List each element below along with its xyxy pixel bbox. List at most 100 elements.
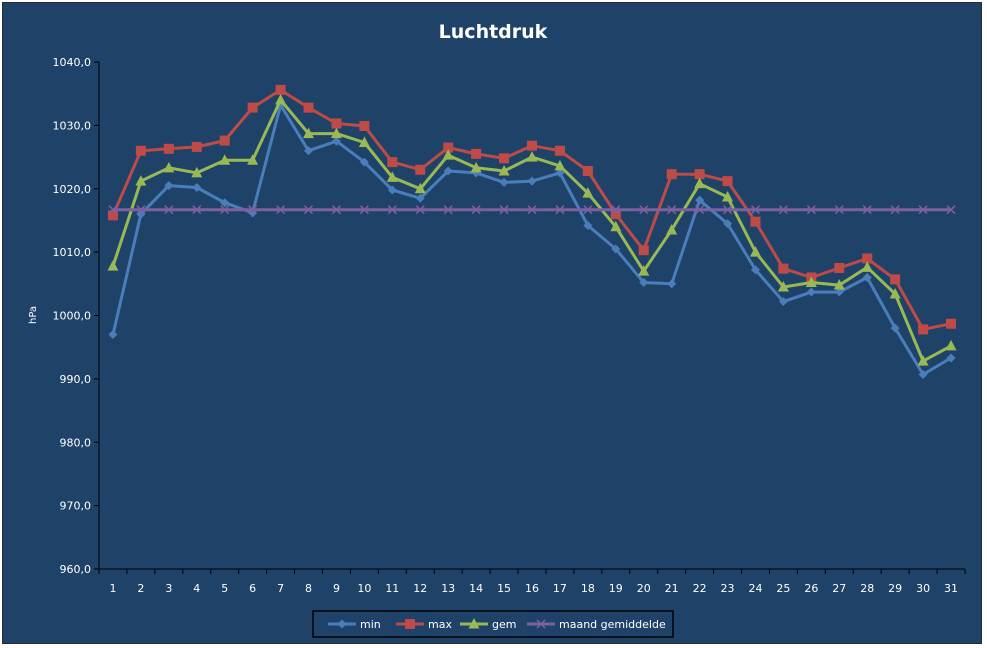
- point-min: [527, 176, 537, 186]
- y-tick-label: 1030,0: [53, 119, 92, 132]
- legend-box: [312, 610, 674, 638]
- point-gem: [358, 136, 370, 147]
- point-min: [611, 244, 621, 254]
- point-max: [778, 263, 789, 274]
- y-tick-label: 1040,0: [53, 56, 92, 69]
- legend-label: maand gemiddelde: [559, 618, 666, 631]
- point-gem: [722, 190, 734, 202]
- point-gem: [917, 355, 929, 366]
- point-max: [331, 118, 342, 129]
- legend-label: gem: [492, 618, 516, 631]
- point-max: [415, 164, 426, 175]
- point-max: [275, 84, 286, 95]
- point-maand-gemiddelde: [639, 205, 649, 215]
- legend-item-gem: gem: [460, 618, 516, 631]
- point-gem: [442, 149, 454, 160]
- point-maand-gemiddelde: [276, 205, 286, 215]
- x-tick-label: 1: [109, 582, 116, 595]
- x-tick-label: 25: [776, 582, 790, 595]
- point-gem: [191, 166, 203, 178]
- point-gem: [638, 265, 650, 276]
- point-max: [554, 145, 565, 156]
- point-maand-gemiddelde: [918, 205, 928, 215]
- point-max: [610, 209, 621, 220]
- legend: min max gem maand gemiddelde: [312, 610, 674, 638]
- x-tick-label: 19: [609, 582, 623, 595]
- point-gem: [303, 127, 315, 139]
- legend-items: min max gem maand gemiddelde: [328, 618, 666, 631]
- point-max: [527, 140, 537, 151]
- x-tick-label: 12: [413, 582, 427, 595]
- marker-stroke: [415, 205, 425, 215]
- legend-swatch-marker: [468, 618, 480, 629]
- marker-stroke: [331, 205, 341, 215]
- x-tick-label: 9: [333, 582, 340, 595]
- marker-stroke: [918, 205, 928, 215]
- point-maand-gemiddelde: [331, 205, 341, 215]
- marker-stroke: [611, 205, 621, 215]
- point-gem: [805, 276, 817, 288]
- x-tick-label: 28: [860, 582, 874, 595]
- x-tick-label: 30: [916, 582, 930, 595]
- point-min: [639, 278, 649, 288]
- x-tick-label: 4: [193, 582, 200, 595]
- point-min: [583, 221, 593, 231]
- marker-stroke: [164, 205, 174, 215]
- marker-stroke: [667, 205, 677, 215]
- point-max: [666, 169, 677, 180]
- point-gem: [330, 127, 342, 139]
- legend-item-maand-gemiddelde: maand gemiddelde: [527, 618, 666, 631]
- point-gem: [777, 280, 789, 292]
- series-layer: [107, 84, 957, 379]
- x-tick-label: 31: [944, 582, 958, 595]
- point-min: [443, 166, 453, 176]
- x-tick-label: 5: [221, 582, 228, 595]
- point-max: [359, 121, 370, 132]
- x-tick-label: 7: [277, 582, 284, 595]
- point-min: [834, 287, 844, 297]
- point-max: [890, 274, 901, 285]
- point-maand-gemiddelde: [164, 205, 174, 215]
- point-maand-gemiddelde: [527, 205, 537, 215]
- point-min: [387, 185, 397, 195]
- point-min: [555, 168, 565, 178]
- point-maand-gemiddelde: [359, 205, 369, 215]
- point-min: [415, 193, 425, 203]
- point-min: [667, 279, 677, 289]
- legend-swatch-marker: [405, 619, 415, 629]
- point-min: [359, 157, 369, 167]
- point-max: [107, 210, 118, 221]
- point-max: [135, 145, 146, 156]
- y-tick-label: 970,0: [60, 500, 92, 513]
- marker-stroke: [527, 205, 537, 215]
- point-min: [862, 272, 872, 282]
- point-gem: [610, 220, 622, 232]
- x-tick-label: 27: [832, 582, 846, 595]
- point-maand-gemiddelde: [946, 205, 956, 215]
- point-gem: [275, 94, 287, 105]
- point-gem: [861, 261, 873, 272]
- point-max: [694, 169, 705, 180]
- point-gem: [498, 165, 510, 176]
- point-gem: [219, 154, 231, 165]
- point-maand-gemiddelde: [695, 205, 705, 215]
- x-tick-label: 15: [497, 582, 511, 595]
- x-tick-label: 3: [165, 582, 172, 595]
- point-min: [108, 330, 118, 340]
- series-line-gem: [111, 98, 952, 363]
- point-max: [946, 318, 957, 329]
- x-tick-label: 13: [441, 582, 455, 595]
- point-max: [303, 102, 314, 113]
- point-max: [638, 245, 649, 256]
- x-tick-label: 18: [581, 582, 595, 595]
- marker-stroke: [806, 205, 816, 215]
- x-tick-label: 6: [249, 582, 256, 595]
- marker-stroke: [890, 205, 900, 215]
- point-min: [723, 219, 733, 229]
- point-min: [695, 195, 705, 205]
- point-max: [834, 262, 845, 273]
- point-min: [220, 198, 230, 208]
- x-axis-ticks: 1 2 3 4 5 6 7 8 9 10 11 12 13 14 15 16 17 18 19 20 21 22 23 24 2…: [98, 569, 966, 595]
- x-tick-label: 20: [637, 582, 651, 595]
